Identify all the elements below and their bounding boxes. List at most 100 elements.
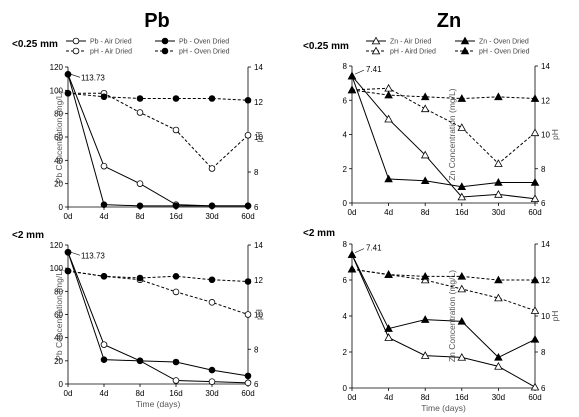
- series-line-2: [351, 268, 536, 312]
- series-line-0: [67, 74, 248, 207]
- left-tick-label: 20: [54, 357, 63, 366]
- annotation-label: 7.41: [366, 65, 382, 74]
- data-point: [100, 341, 108, 348]
- series-line-3: [351, 268, 535, 281]
- left-tick-label: 80: [54, 287, 63, 296]
- legend-entry: pH - Oven Dried: [479, 49, 530, 56]
- legend-entry: Pb - Oven Dried: [179, 39, 229, 46]
- data-point: [530, 306, 540, 314]
- x-tick-label: 0d: [64, 389, 73, 398]
- data-point: [494, 159, 503, 167]
- right-tick-label: 12: [541, 96, 550, 105]
- data-point: [384, 174, 393, 183]
- legend-swatch-marker: [72, 37, 80, 45]
- series-line-3: [67, 270, 249, 282]
- data-point: [530, 94, 540, 102]
- right-tick-label: 6: [541, 384, 546, 393]
- x-tick-label: 30d: [492, 208, 505, 217]
- data-point: [208, 165, 216, 172]
- right-tick-label: 8: [254, 345, 259, 354]
- series-line-2: [351, 87, 536, 165]
- series-line-1: [67, 74, 248, 207]
- x-tick-label: 8d: [136, 212, 145, 221]
- y-axis-label: Zn Concentration (mg/L): [447, 270, 457, 362]
- data-point: [457, 192, 467, 201]
- x-tick-label: 60d: [241, 212, 254, 221]
- right-tick-label: 8: [541, 165, 546, 174]
- left-tick-label: 6: [343, 96, 348, 105]
- annotation-leader: [70, 251, 81, 256]
- legend-swatch-marker: [460, 36, 470, 45]
- x-tick-label: 4d: [384, 208, 393, 217]
- right-tick-label: 12: [541, 276, 550, 285]
- data-point: [244, 202, 252, 210]
- y2-axis-label: pH: [254, 132, 264, 143]
- data-point: [420, 271, 430, 280]
- right-tick-label: 10: [254, 311, 263, 320]
- left-tick-label: 100: [50, 264, 64, 273]
- y2-axis-label: pH: [550, 311, 560, 322]
- data-point: [208, 299, 216, 306]
- data-point: [384, 270, 393, 278]
- data-point: [457, 123, 467, 131]
- data-point: [530, 194, 540, 202]
- data-point: [457, 284, 467, 293]
- data-point: [530, 334, 540, 343]
- y-axis-label: Pb Concentration (mg/L): [54, 268, 64, 361]
- series-line-3: [351, 89, 536, 100]
- legend-swatch-marker: [161, 37, 169, 45]
- left-tick-label: 120: [50, 241, 64, 250]
- data-point: [530, 382, 540, 391]
- data-point: [347, 264, 357, 273]
- right-tick-label: 14: [541, 240, 550, 249]
- data-point: [530, 275, 540, 284]
- legend-swatch-marker: [371, 46, 381, 55]
- legend-entry: pH - Air Dried: [90, 49, 132, 56]
- x-tick-label: 4d: [100, 389, 109, 398]
- legend-entry: Pb - Air Dried: [90, 39, 132, 46]
- left-tick-label: 2: [343, 348, 348, 357]
- data-point: [100, 356, 108, 363]
- legend-swatch-marker: [371, 36, 381, 45]
- panel-zn-bottom: <2 mm 0 2 4 6 8 6 8 10 12 14 0d 4d 8d 16d 30d 60d Zn Conc…: [303, 228, 560, 413]
- data-point: [208, 378, 216, 385]
- series-line-3: [67, 92, 249, 101]
- right-tick-label: 10: [541, 131, 550, 140]
- left-tick-label: 20: [54, 180, 63, 189]
- legend: Pb - Air Dried Pb - Oven Dried pH - Air Dr…: [66, 37, 230, 56]
- data-point: [244, 311, 252, 318]
- series-line-1: [67, 252, 249, 377]
- data-point: [64, 267, 72, 275]
- x-tick-label: 30d: [205, 212, 218, 221]
- series-line-1: [351, 254, 536, 359]
- legend-entry: Zn - Air Dried: [390, 39, 431, 46]
- data-point: [494, 275, 503, 284]
- right-tick-label: 10: [254, 133, 263, 142]
- right-tick-label: 6: [254, 380, 259, 389]
- left-tick-label: 80: [54, 110, 63, 119]
- x-tick-label: 8d: [136, 389, 145, 398]
- right-tick-label: 8: [254, 168, 259, 177]
- data-point: [244, 379, 252, 387]
- panel-zn-top: <0.25 mm 0 2 4 6 8 6 8 10 12 14 0d 4d 8d 16d 30d 60d Zn C…: [303, 36, 560, 217]
- data-point: [244, 96, 252, 104]
- right-tick-label: 14: [254, 241, 263, 250]
- series-line-0: [67, 252, 249, 384]
- legend-swatch-marker: [72, 47, 80, 55]
- data-point: [136, 274, 144, 282]
- data-point: [208, 276, 216, 284]
- x-tick-label: 16d: [169, 389, 182, 398]
- data-point: [64, 89, 72, 97]
- x-tick-label: 16d: [455, 393, 468, 402]
- data-point: [100, 272, 108, 280]
- data-point: [420, 150, 430, 159]
- data-point: [208, 202, 216, 210]
- x-tick-label: 0d: [64, 212, 73, 221]
- left-tick-label: 60: [54, 311, 63, 320]
- x-tick-label: 8d: [421, 208, 430, 217]
- data-point: [494, 92, 503, 101]
- size-label: <2 mm: [303, 228, 335, 239]
- right-tick-label: 14: [541, 62, 550, 71]
- left-tick-label: 120: [50, 63, 64, 72]
- data-point: [136, 357, 144, 365]
